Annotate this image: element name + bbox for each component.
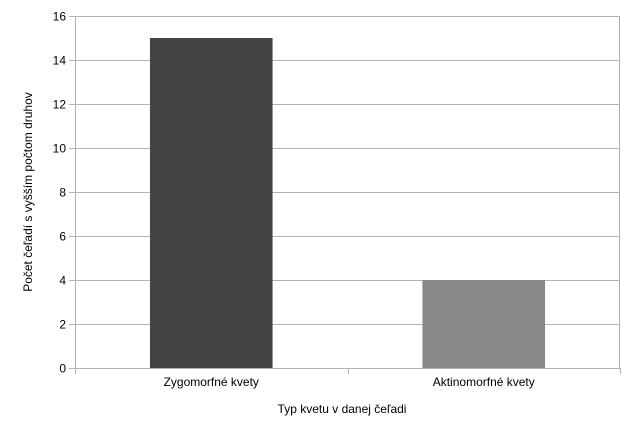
bar-1 <box>149 38 273 368</box>
y-tick-label: 12 <box>53 98 67 112</box>
y-tick-label: 0 <box>59 362 66 376</box>
bars <box>149 38 546 368</box>
y-tick-label: 8 <box>59 186 66 200</box>
y-tick-label: 16 <box>53 10 67 24</box>
bar-2 <box>422 280 546 368</box>
x-tick-label: Aktinomorfné kvety <box>433 375 535 389</box>
axes <box>69 16 621 374</box>
y-axis-title: Počet čeľadí s vyšším počtom druhov <box>21 92 35 292</box>
y-tick-label: 2 <box>59 318 66 332</box>
x-tick-labels: Zygomorfné kvety Aktinomorfné kvety <box>164 375 535 389</box>
y-tick-label: 10 <box>53 142 67 156</box>
y-tick-labels: 0 2 4 6 8 10 12 14 16 <box>53 10 67 376</box>
y-tick-label: 6 <box>59 230 66 244</box>
y-tick-label: 14 <box>53 54 67 68</box>
x-tick-label: Zygomorfné kvety <box>164 375 259 389</box>
x-axis-title: Typ kvetu v danej čeľadi <box>278 402 407 416</box>
y-tick-label: 4 <box>59 274 66 288</box>
